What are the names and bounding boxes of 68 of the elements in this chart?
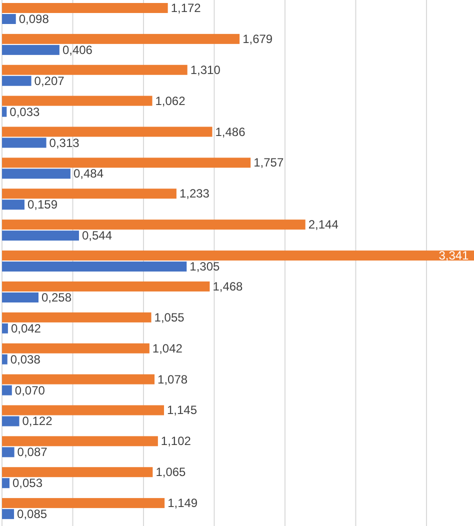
bar	[2, 323, 8, 334]
bar	[2, 343, 150, 354]
data-label: 0,033	[10, 104, 40, 119]
bar	[2, 14, 16, 24]
bar	[2, 44, 60, 55]
bar	[2, 188, 176, 199]
data-label: 1,679	[242, 32, 273, 46]
data-label: 0,042	[10, 321, 42, 336]
data-label: 0,053	[12, 476, 43, 490]
data-label: 2,144	[308, 218, 339, 232]
data-label: 0,544	[82, 228, 112, 243]
bar	[2, 467, 153, 478]
bar	[2, 106, 7, 117]
bar	[2, 262, 187, 272]
data-label: 0,159	[27, 198, 58, 212]
bar	[2, 168, 70, 179]
data-label: 1,062	[155, 94, 186, 108]
data-label: 1,305	[190, 260, 220, 274]
data-label: 0,070	[14, 383, 46, 398]
data-label: 0,087	[17, 445, 48, 460]
bar	[2, 230, 79, 241]
data-label: 0,258	[42, 290, 72, 304]
data-label: 0,085	[17, 507, 48, 522]
data-label: 1,078	[158, 372, 188, 386]
data-label: 1,172	[170, 1, 202, 15]
data-label: 0,406	[62, 42, 93, 57]
bar	[2, 385, 12, 396]
data-label: 3,341	[438, 248, 470, 263]
bar	[2, 312, 152, 322]
bar	[2, 447, 14, 458]
data-label: 1,233	[179, 186, 210, 201]
bar	[2, 478, 10, 488]
data-label: 1,310	[190, 62, 221, 77]
bar	[2, 436, 158, 446]
bar	[2, 138, 46, 148]
bar	[2, 374, 155, 384]
bar	[2, 281, 210, 292]
data-label: 1,055	[154, 310, 185, 324]
bar	[2, 416, 20, 426]
bar	[2, 250, 474, 261]
bar	[2, 509, 14, 520]
data-label: 0,484	[73, 166, 104, 181]
bar	[2, 220, 306, 230]
bar	[2, 292, 39, 302]
bar	[2, 34, 240, 44]
bar	[2, 405, 164, 416]
data-label: 0,122	[22, 414, 53, 428]
bar	[2, 126, 212, 137]
data-label: 0,038	[10, 352, 41, 366]
data-label: 1,149	[168, 496, 198, 510]
data-label: 0,207	[34, 74, 65, 88]
bar	[2, 3, 168, 13]
bar	[2, 96, 152, 106]
data-label: 1,486	[215, 124, 246, 139]
data-label: 1,145	[167, 403, 198, 418]
data-label: 1,102	[160, 434, 192, 448]
bar	[2, 76, 32, 86]
data-label: 0,313	[49, 136, 80, 150]
bar	[2, 200, 24, 210]
data-label: 0,098	[18, 12, 50, 26]
data-label: 1,757	[254, 156, 284, 170]
bar	[2, 498, 165, 508]
data-label: 1,468	[212, 279, 244, 294]
bar	[2, 158, 251, 168]
bar	[2, 354, 8, 364]
bar	[2, 64, 188, 75]
data-label: 1,042	[152, 341, 183, 356]
data-label: 1,065	[156, 465, 186, 480]
